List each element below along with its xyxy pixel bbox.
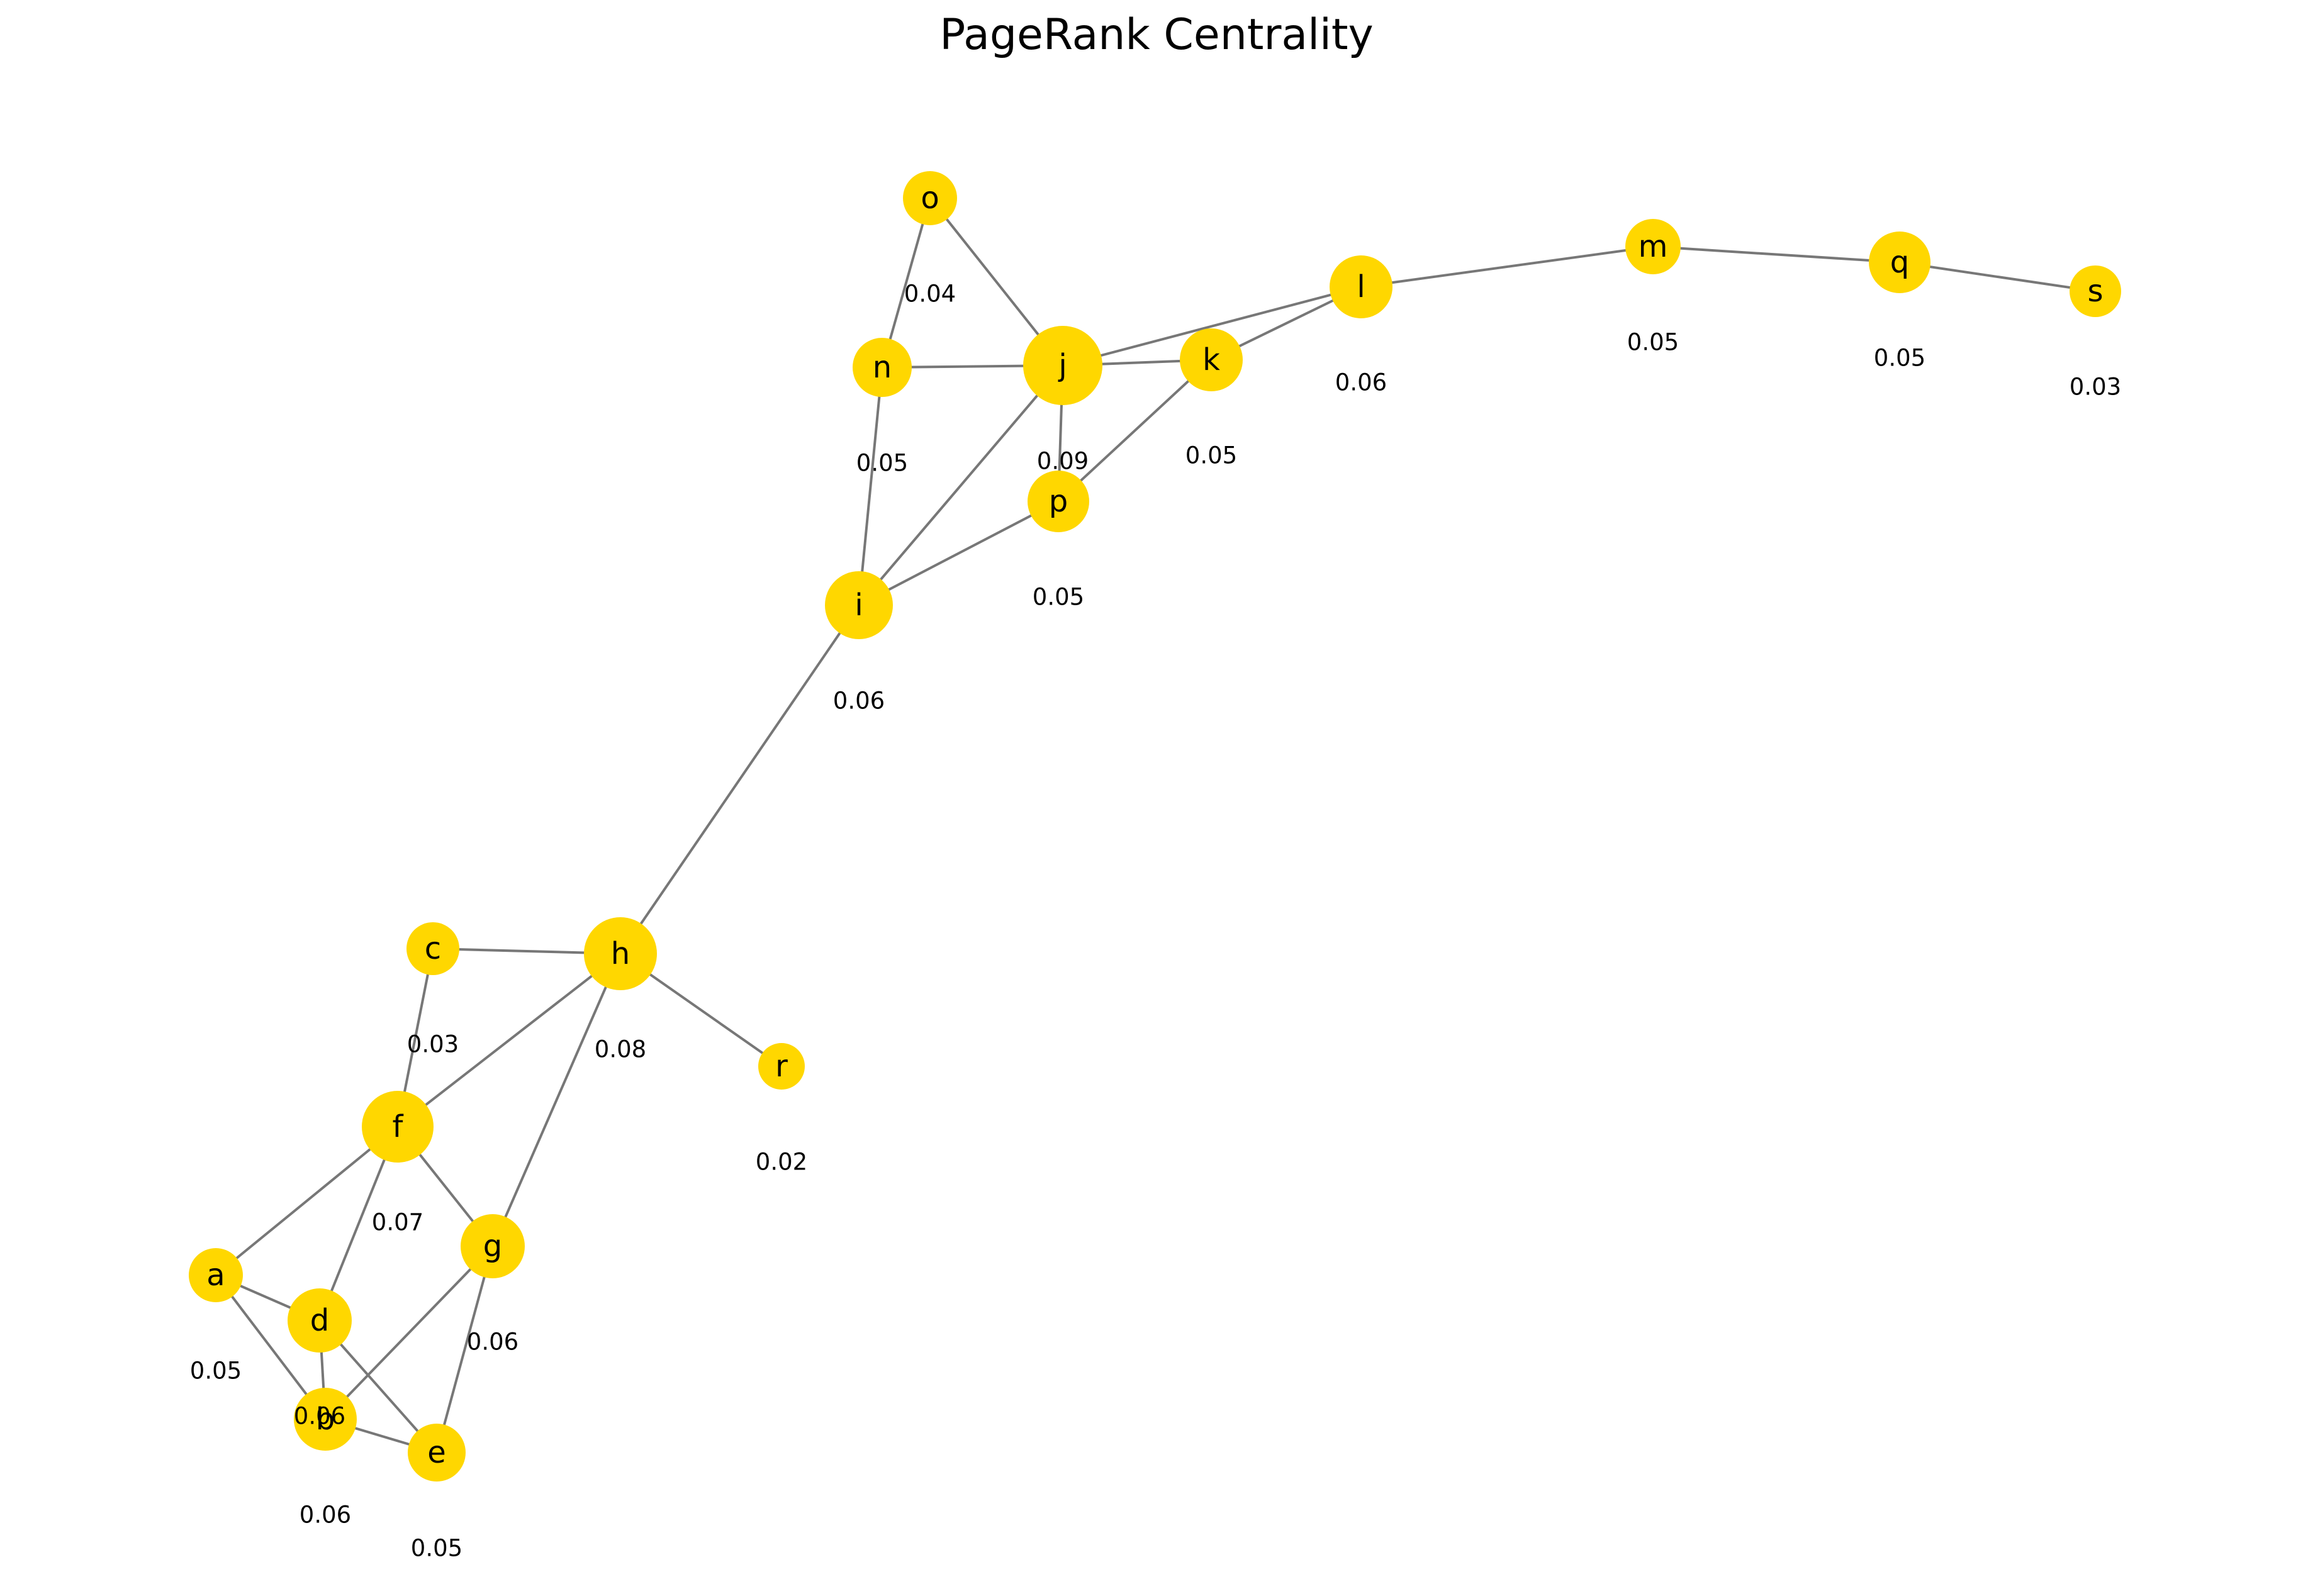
score-label-r: 0.02 [756,1149,807,1176]
node-label-b: b [316,1402,335,1437]
node-a: a [189,1248,243,1302]
edge-b-g [324,1245,494,1420]
node-m: m [1625,219,1681,274]
score-label-k: 0.05 [1185,442,1237,469]
score-label-a: 0.05 [190,1358,242,1385]
node-label-d: d [310,1303,329,1338]
node-j: j [1023,326,1102,405]
score-label-c: 0.03 [407,1031,459,1058]
edge-g-h [491,953,622,1247]
node-g: g [461,1214,525,1278]
score-label-o: 0.04 [904,281,956,308]
score-label-p: 0.05 [1033,584,1084,611]
node-s: s [2070,265,2121,317]
node-n: n [853,338,912,397]
node-label-q: q [1890,245,1909,280]
score-label-b: 0.06 [300,1502,351,1529]
node-r: r [758,1043,805,1090]
edge-l-m [1360,245,1654,288]
edge-a-f [215,1125,399,1276]
score-label-l: 0.06 [1335,369,1387,396]
node-k: k [1180,328,1243,391]
edge-f-h [396,952,622,1128]
node-o: o [903,171,957,225]
node-label-p: p [1049,484,1068,519]
node-label-n: n [873,350,892,385]
edge-k-p [1057,359,1213,503]
node-circle-a [189,1248,243,1302]
edge-i-j [858,364,1064,606]
node-label-i: i [855,588,863,623]
node-circle-l [1330,255,1392,318]
node-circle-g [461,1214,525,1278]
score-label-h: 0.08 [595,1036,646,1063]
node-circle-f [362,1091,434,1163]
score-label-f: 0.07 [372,1209,423,1236]
node-label-r: r [775,1049,788,1084]
node-label-c: c [425,931,441,966]
score-label-j: 0.09 [1037,448,1089,475]
edge-m-q [1652,245,1900,264]
node-circle-n [853,338,912,397]
node-circle-i [825,571,893,639]
node-label-m: m [1639,229,1668,264]
score-labels-layer: 0.05 0.06 0.03 0.06 0.05 0.07 0.06 0.08 0.06 0.09… [190,281,2121,1562]
node-label-e: e [427,1435,446,1470]
node-f: f [362,1091,434,1163]
node-label-a: a [206,1258,225,1293]
score-label-g: 0.06 [467,1329,518,1356]
edge-h-i [619,604,860,955]
node-b: b [294,1388,357,1451]
score-label-i: 0.06 [833,688,885,715]
node-p: p [1028,471,1089,532]
node-label-g: g [483,1229,502,1264]
node-circle-d [288,1288,352,1353]
node-label-h: h [611,936,630,971]
edge-i-p [858,500,1059,606]
score-label-e: 0.05 [411,1535,462,1562]
edge-j-l [1062,286,1362,367]
node-c: c [406,922,459,975]
score-label-m: 0.05 [1627,329,1679,356]
edge-q-s [1899,261,2096,293]
node-d: d [288,1288,352,1353]
node-circle-o [903,171,957,225]
nodes-layer: a b c d e f g h i j k l m n o p q r s [189,171,2121,1482]
node-label-l: l [1357,269,1365,304]
edge-i-n [858,367,883,606]
score-label-q: 0.05 [1874,345,1925,372]
node-circle-b [294,1388,357,1451]
node-circle-r [758,1043,805,1090]
score-label-d: 0.06 [294,1403,345,1430]
node-h: h [584,917,657,990]
node-e: e [408,1424,466,1482]
node-label-o: o [921,181,939,216]
node-circle-e [408,1424,466,1482]
score-label-s: 0.03 [2070,374,2121,401]
node-i: i [825,571,893,639]
node-label-s: s [2087,274,2103,309]
node-label-k: k [1202,342,1220,377]
node-circle-j [1023,326,1102,405]
node-circle-q [1869,232,1930,293]
node-label-j: j [1058,348,1067,383]
node-circle-h [584,917,657,990]
node-circle-s [2070,265,2121,317]
node-q: q [1869,232,1930,293]
node-circle-m [1625,219,1681,274]
node-circle-k [1180,328,1243,391]
edge-e-g [435,1246,494,1453]
node-label-f: f [393,1109,404,1144]
chart-title: PageRank Centrality [939,10,1374,60]
score-label-n: 0.05 [856,450,908,477]
node-l: l [1330,255,1392,318]
node-circle-c [406,922,459,975]
node-circle-p [1028,471,1089,532]
edges-layer [215,197,2096,1454]
